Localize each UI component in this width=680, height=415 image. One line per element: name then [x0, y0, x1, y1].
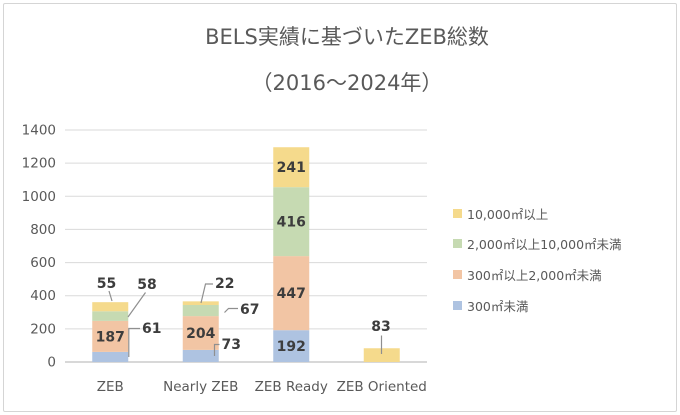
- bar-segment-nearly-zeb-s0: [182, 349, 219, 362]
- legend-swatch-icon: [453, 239, 462, 249]
- data-label: 187: [96, 329, 125, 345]
- data-label: 416: [277, 215, 306, 231]
- bar-segment-zeb-ready-s0: [273, 330, 310, 362]
- y-axis-tick-label: 0: [47, 355, 56, 371]
- data-label-callout: 55: [97, 276, 116, 292]
- legend-swatch-icon: [453, 208, 462, 218]
- bar-segment-zeb-ready-s2: [273, 187, 310, 257]
- chart-title: BELS実績に基づいたZEB総数 （2016～2024年）: [14, 24, 680, 97]
- bar-segment-zeb-ready-s3: [273, 147, 310, 188]
- y-axis-tick-label: 400: [30, 288, 56, 304]
- leader-line: [224, 307, 238, 313]
- y-axis-tick-label: 1000: [22, 189, 56, 205]
- legend-item: 10,000㎡以上: [453, 198, 622, 229]
- leader-line: [108, 290, 113, 302]
- legend-swatch-icon: [453, 300, 462, 310]
- bar-segment-zeb-ready-s1: [273, 256, 310, 331]
- y-axis-tick-label: 200: [30, 321, 56, 337]
- y-axis-tick-label: 1400: [22, 123, 56, 139]
- legend-swatch-icon: [453, 269, 462, 279]
- data-label-callout: 22: [215, 276, 234, 292]
- legend-label: 10,000㎡以上: [467, 206, 549, 222]
- data-label-callout: 67: [240, 302, 259, 318]
- bar-segment-zeb-s2: [92, 311, 129, 321]
- data-label-callout: 58: [137, 277, 156, 293]
- x-axis-category-label: ZEB Ready: [255, 379, 328, 395]
- y-axis-tick-label: 600: [30, 255, 56, 271]
- leader-line: [200, 283, 213, 304]
- y-axis-tick-label: 1200: [22, 156, 56, 172]
- legend: 10,000㎡以上 2,000㎡以上10,000㎡未満 300㎡以上2,000㎡未満…: [453, 198, 622, 320]
- bar-segment-zeb-s1: [92, 320, 129, 352]
- bar-segment-zeb-oriented-s3: [363, 348, 400, 362]
- x-axis-category-label: ZEB Oriented: [337, 379, 427, 395]
- legend-item: 2,000㎡以上10,000㎡未満: [453, 229, 622, 260]
- y-axis-tick-label: 800: [30, 222, 56, 238]
- data-label-callout: 61: [142, 321, 161, 337]
- bar-segment-zeb-s3: [92, 302, 129, 312]
- data-label-callout: 83: [371, 319, 390, 335]
- x-axis-category-label: ZEB: [97, 379, 124, 395]
- bar-segment-nearly-zeb-s1: [182, 316, 219, 350]
- x-axis-category-label: Nearly ZEB: [163, 379, 238, 395]
- legend-label: 300㎡以上2,000㎡未満: [467, 267, 602, 283]
- leader-line: [128, 327, 140, 357]
- data-label: 192: [277, 339, 306, 355]
- leader-line: [213, 343, 220, 356]
- data-label: 241: [277, 160, 306, 176]
- data-label: 447: [277, 286, 306, 302]
- legend-item: 300㎡未満: [453, 290, 622, 321]
- bar-segment-zeb-s0: [92, 351, 129, 362]
- bar-segment-nearly-zeb-s3: [182, 301, 219, 305]
- chart-title-line1: BELS実績に基づいたZEB総数: [205, 25, 489, 49]
- legend-item: 300㎡以上2,000㎡未満: [453, 259, 622, 290]
- data-label-callout: 73: [222, 337, 241, 353]
- legend-label: 300㎡未満: [467, 298, 529, 314]
- legend-label: 2,000㎡以上10,000㎡未満: [467, 237, 622, 253]
- bar-segment-nearly-zeb-s2: [182, 304, 219, 317]
- data-label: 204: [186, 326, 215, 342]
- chart-title-line2: （2016～2024年）: [251, 71, 443, 95]
- leader-line: [127, 292, 146, 318]
